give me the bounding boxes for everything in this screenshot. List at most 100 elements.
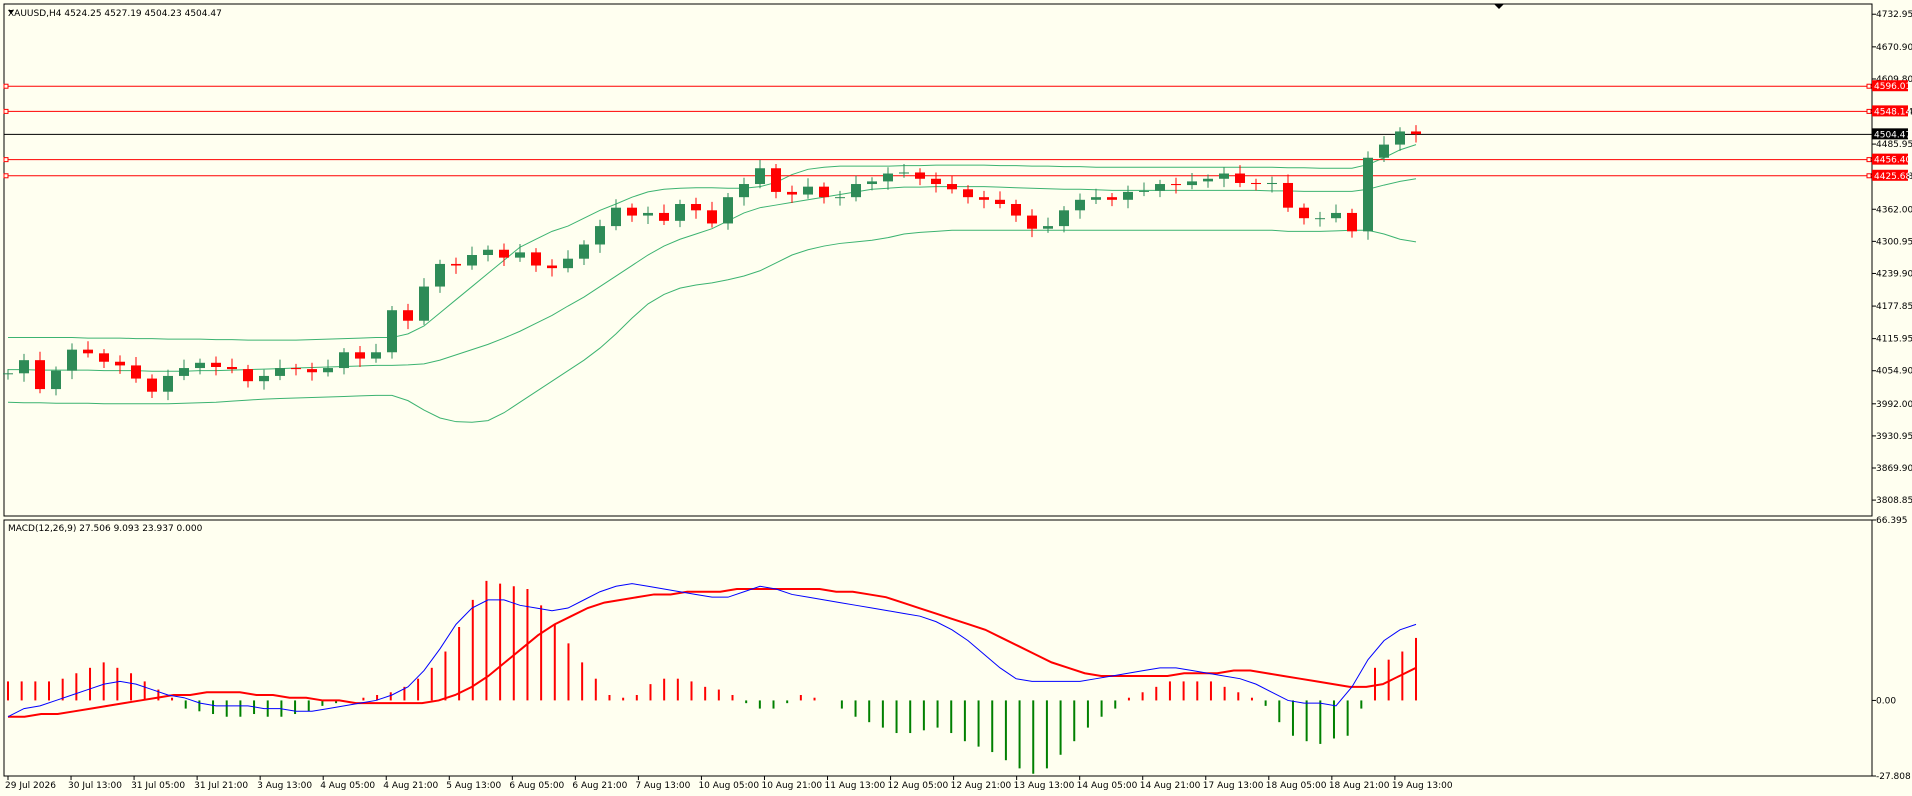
candle-body xyxy=(723,197,733,224)
candle-body xyxy=(227,366,237,370)
candle-body xyxy=(1203,178,1213,182)
time-tick-label: 5 Aug 13:00 xyxy=(446,781,501,791)
price-level-label: 4456.40 xyxy=(1874,156,1911,166)
price-level-tag xyxy=(1872,80,1908,92)
candle-body xyxy=(1011,204,1021,216)
candle-body xyxy=(115,361,125,366)
candle-body xyxy=(947,184,957,190)
candle-body xyxy=(1123,191,1133,200)
candle-body xyxy=(659,212,669,221)
price-tick-label: 4054.90 xyxy=(1876,367,1912,377)
candle-body xyxy=(963,189,973,198)
price-tick-label: 3992.00 xyxy=(1876,400,1912,410)
time-tick-label: 4 Aug 05:00 xyxy=(320,781,375,791)
candle-body xyxy=(163,375,173,392)
symbol-header: XAUUSD,H4 4524.25 4527.19 4504.23 4504.4… xyxy=(8,9,222,19)
candle-body xyxy=(323,368,333,373)
candle-body xyxy=(931,178,941,185)
bollinger-middle-line xyxy=(8,178,1417,372)
time-axis: 29 Jul 2026 30 Jul 13:00 31 Jul 05:00 31 Ju… xyxy=(5,776,1453,791)
time-tick-label: 17 Aug 13:00 xyxy=(1203,781,1264,791)
time-tick-label: 30 Jul 13:00 xyxy=(68,781,122,791)
candle-body xyxy=(483,249,493,256)
candle-body xyxy=(1139,190,1149,192)
candle-body xyxy=(211,362,221,367)
price-level-tag xyxy=(1872,169,1908,181)
time-tick-label: 12 Aug 05:00 xyxy=(888,781,949,791)
symbol-header-arrow-icon[interactable] xyxy=(8,10,14,14)
price-level-handle-right xyxy=(1866,173,1872,179)
candle-body xyxy=(371,352,381,359)
candle-body xyxy=(131,365,141,379)
price-tick-label: 3930.95 xyxy=(1876,432,1912,442)
candles[interactable] xyxy=(3,125,1421,401)
candle-body xyxy=(547,265,557,269)
candle-body xyxy=(531,252,541,266)
candle-body xyxy=(403,310,413,321)
price-level-label: 4596.01 xyxy=(1874,82,1911,92)
price-level-tag xyxy=(1872,153,1908,165)
candle-body xyxy=(611,207,621,227)
candle-body xyxy=(627,207,637,216)
current-price-label: 4504.47 xyxy=(1874,130,1911,140)
candle-body xyxy=(35,360,45,390)
candle-body xyxy=(979,197,989,200)
price-tick-label: 4485.95 xyxy=(1876,140,1912,150)
macd-histogram xyxy=(7,580,1417,774)
candle-body xyxy=(387,310,397,353)
bollinger-lower-line xyxy=(7,229,1417,423)
candle-body xyxy=(67,349,77,371)
candle-body xyxy=(3,373,13,375)
bollinger-bands xyxy=(7,144,1417,423)
candle-body xyxy=(883,173,893,182)
candle-body xyxy=(803,186,813,195)
candle-body xyxy=(1379,144,1389,158)
price-tick-label: 3808.85 xyxy=(1876,496,1912,506)
price-tick-label: 4115.95 xyxy=(1876,335,1912,345)
candle-body xyxy=(707,210,717,224)
candle-body xyxy=(19,360,29,374)
macd-header: MACD(12,26,9) 27.506 9.093 23.937 0.000 xyxy=(8,524,203,534)
price-tick-label: 4609.80 xyxy=(1876,75,1912,85)
macd-tick-label: 66.395 xyxy=(1876,516,1908,526)
candle-body xyxy=(899,172,909,174)
candle-body xyxy=(179,368,189,376)
candle-body xyxy=(995,199,1005,205)
candle-body xyxy=(499,249,509,258)
candle-body xyxy=(243,369,253,382)
price-level-handle-right xyxy=(1866,83,1872,89)
candle-body xyxy=(1395,131,1405,145)
candle-body xyxy=(307,369,317,373)
candle-body xyxy=(579,244,589,259)
candle-body xyxy=(1411,131,1421,135)
price-tick-label: 4732.95 xyxy=(1876,10,1912,20)
price-level-label: 4548.14 xyxy=(1874,107,1911,117)
price-panel-frame xyxy=(3,3,1873,517)
candle-body xyxy=(1091,197,1101,200)
candle-body xyxy=(1219,173,1229,179)
candle-body xyxy=(339,352,349,369)
candle-body xyxy=(563,258,573,269)
candle-body xyxy=(835,197,845,199)
candle-body xyxy=(787,191,797,195)
time-tick-label: 19 Aug 13:00 xyxy=(1392,781,1453,791)
candle-body xyxy=(259,375,269,382)
price-level-handle-left xyxy=(3,173,9,179)
candle-body xyxy=(1059,210,1069,227)
price-level-handle-right xyxy=(1866,108,1872,114)
macd-lines xyxy=(7,583,1417,718)
price-level-label: 4425.68 xyxy=(1874,172,1911,182)
candle-body xyxy=(1043,226,1053,229)
candle-body xyxy=(435,263,445,287)
price-tick-label: 4670.90 xyxy=(1876,43,1912,53)
candle-body xyxy=(1155,184,1165,191)
chart-shift-marker-icon[interactable] xyxy=(1494,4,1504,9)
macd-signal-line xyxy=(8,588,1417,718)
time-tick-label: 13 Aug 13:00 xyxy=(1014,781,1075,791)
candle-body xyxy=(691,204,701,211)
macd-axis: 66.395 0.00 -27.808 xyxy=(1872,516,1911,782)
candle-body xyxy=(1235,173,1245,183)
time-tick-label: 6 Aug 21:00 xyxy=(572,781,627,791)
candle-body xyxy=(1187,181,1197,186)
